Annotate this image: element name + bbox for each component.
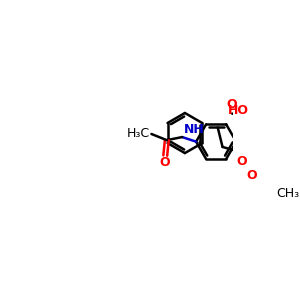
Text: O: O — [246, 169, 257, 182]
Text: NH: NH — [184, 122, 205, 136]
Text: O: O — [236, 155, 247, 168]
Text: CH₃: CH₃ — [276, 187, 299, 200]
Text: HO: HO — [228, 104, 249, 117]
Text: O: O — [159, 156, 170, 169]
Text: H₃C: H₃C — [127, 127, 150, 140]
Text: O: O — [227, 98, 238, 111]
